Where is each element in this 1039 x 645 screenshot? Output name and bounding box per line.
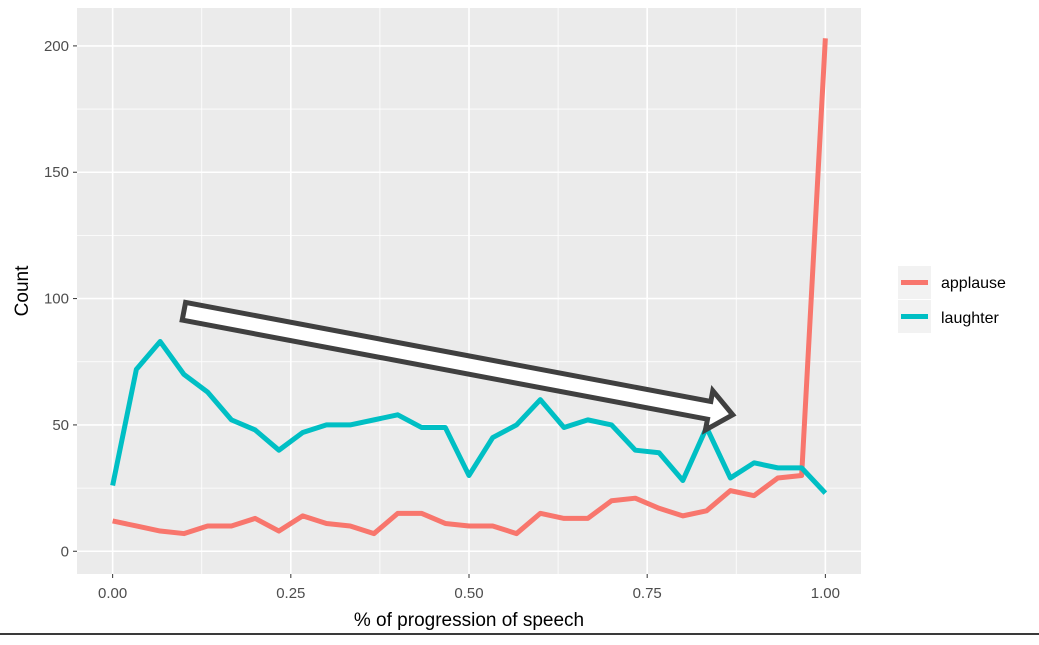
legend-item-laughter: laughter bbox=[898, 300, 999, 333]
legend: applause laughter bbox=[898, 266, 1006, 333]
y-tick-label: 0 bbox=[61, 543, 69, 560]
y-tick-label: 50 bbox=[52, 417, 69, 434]
y-tick-label: 200 bbox=[44, 38, 69, 55]
x-axis-title: % of progression of speech bbox=[354, 610, 584, 631]
bottom-border bbox=[0, 633, 1039, 635]
y-tick-label: 150 bbox=[44, 164, 69, 181]
x-tick-label: 0.50 bbox=[454, 585, 483, 602]
legend-item-applause: applause bbox=[898, 266, 1006, 299]
major-gridlines bbox=[77, 8, 861, 574]
x-tick-label: 0.00 bbox=[98, 585, 127, 602]
series-line-applause bbox=[112, 38, 828, 537]
annotation-layer bbox=[179, 299, 737, 435]
x-tick-label: 1.00 bbox=[811, 585, 840, 602]
y-tick-label: 100 bbox=[44, 291, 69, 308]
x-tick-label: 0.75 bbox=[633, 585, 662, 602]
axis-ticks bbox=[73, 45, 826, 578]
annotation-arrow bbox=[179, 299, 737, 435]
x-tick-label: 0.25 bbox=[276, 585, 305, 602]
legend-label-applause: applause bbox=[941, 275, 1006, 292]
y-axis-title: Count bbox=[12, 265, 33, 316]
legend-label-laughter: laughter bbox=[941, 310, 999, 327]
tick-labels: 0.00 0.25 0.50 0.75 1.00 0 50 100 150 200 bbox=[44, 38, 840, 602]
